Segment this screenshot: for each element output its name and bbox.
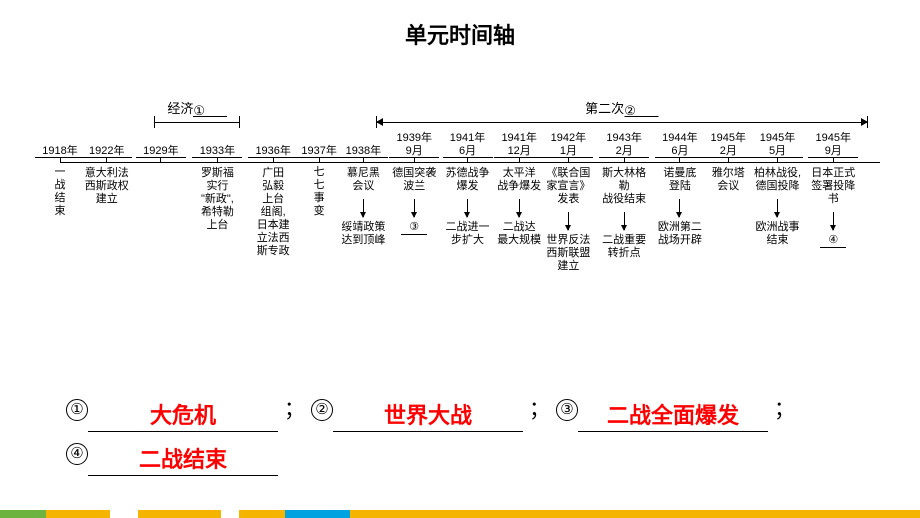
timeline-event: 《联合国家宣言》发表	[543, 167, 593, 206]
timeline-year: 1933年	[192, 132, 242, 158]
answer-separator: ；	[284, 398, 305, 421]
arrow-down-icon	[679, 199, 680, 217]
arrow-down-icon	[568, 212, 569, 230]
bracket-blank: ②	[624, 103, 658, 117]
timeline-column: 1929年	[136, 132, 186, 163]
timeline-year: 1939年9月	[389, 132, 439, 158]
arrow-down-icon	[519, 199, 520, 217]
timeline-event: 德国突袭波兰	[389, 167, 439, 193]
answer-blank: 二战全面爆发	[578, 404, 768, 432]
strip-segment	[285, 510, 349, 518]
answer-blank: 二战结束	[88, 448, 278, 476]
timeline-year: 1918年	[35, 132, 85, 158]
timeline-column: 1943年2月斯大林格勒战役结束二战重要转折点	[599, 132, 649, 260]
answer-number: ④	[66, 443, 88, 465]
answer-number: ①	[66, 399, 88, 421]
timeline-year: 1941年6月	[443, 132, 493, 158]
answer-blank: 世界大战	[333, 404, 523, 432]
answer-text: 二战结束	[139, 447, 227, 472]
timeline-column: 1918年一战结束	[35, 132, 85, 219]
timeline-column: 1933年罗斯福实行"新政",希特勒上台	[192, 132, 242, 232]
page-title: 单元时间轴	[0, 0, 920, 50]
timeline-year: 1938年	[338, 132, 388, 158]
arrow-down-icon	[363, 199, 364, 217]
timeline-event: 七七事变	[314, 166, 325, 218]
timeline-event: 意大利法西斯政权建立	[82, 167, 132, 206]
arrow-down-icon	[777, 199, 778, 217]
timeline-column: 1937年七七事变	[294, 132, 344, 219]
answers-block: ① 大危机 ； ② 世界大战 ； ③ 二战全面爆发 ； ④ 二战结束	[66, 388, 866, 476]
timeline: 经济 ① 第二次 ② 1918年一战结束1922年意大利法西斯政权建立1929年…	[60, 100, 880, 330]
bracket-label: 第二次 ②	[585, 98, 658, 117]
timeline-column: 1945年5月柏林战役,德国投降欧洲战事结束	[753, 132, 803, 247]
timeline-year: 1936年	[248, 132, 298, 158]
arrow-down-icon	[414, 199, 415, 217]
timeline-year: 1929年	[136, 132, 186, 158]
answer-blank: 大危机	[88, 404, 278, 432]
timeline-column: 1938年慕尼黑会议绥靖政策达到顶峰	[338, 132, 388, 247]
timeline-event: 诺曼底登陆	[655, 167, 705, 193]
timeline-sub-blank: ③	[389, 221, 439, 235]
timeline-column: 1939年9月德国突袭波兰 ③	[389, 132, 439, 235]
strip-segment	[138, 510, 221, 518]
strip-segment	[110, 510, 138, 518]
strip-segment	[221, 510, 239, 518]
strip-segment	[46, 510, 110, 518]
answer-text: 二战全面爆发	[607, 403, 739, 428]
arrow-down-icon	[833, 212, 834, 230]
timeline-column: 1942年1月《联合国家宣言》发表世界反法西斯联盟建立	[543, 132, 593, 273]
timeline-bracket: 第二次 ②	[376, 98, 868, 128]
timeline-event: 慕尼黑会议	[338, 167, 388, 193]
timeline-column: 1936年广田弘毅上台组阁,日本建立法西斯专政	[248, 132, 298, 258]
timeline-event: 太平洋战争爆发	[494, 167, 544, 193]
timeline-column: 1941年12月太平洋战争爆发二战达最大规模	[494, 132, 544, 247]
timeline-year: 1944年6月	[655, 132, 705, 158]
timeline-year: 1937年	[294, 132, 344, 158]
timeline-sub-event: 欧洲战事结束	[753, 221, 803, 247]
timeline-column: 1941年6月苏德战争爆发二战进一步扩大	[443, 132, 493, 247]
bottom-strip	[0, 510, 920, 518]
timeline-year: 1941年12月	[494, 132, 544, 158]
timeline-sub-event: 欧洲第二战场开辟	[655, 221, 705, 247]
answer-text: 大危机	[150, 403, 216, 428]
timeline-event: 日本正式签署投降书	[808, 167, 858, 206]
timeline-year: 1942年1月	[543, 132, 593, 158]
strip-segment	[239, 510, 285, 518]
timeline-event: 苏德战争爆发	[443, 167, 493, 193]
strip-segment	[350, 510, 920, 518]
timeline-year: 1945年2月	[703, 132, 753, 158]
timeline-year: 1943年2月	[599, 132, 649, 158]
timeline-event: 柏林战役,德国投降	[753, 167, 803, 193]
timeline-sub-blank: ④	[808, 234, 858, 248]
timeline-event: 罗斯福实行"新政",希特勒上台	[192, 167, 242, 232]
timeline-column: 1922年意大利法西斯政权建立	[82, 132, 132, 206]
timeline-event: 斯大林格勒战役结束	[599, 167, 649, 206]
bracket-blank: ①	[193, 103, 227, 117]
timeline-sub-event: 二战进一步扩大	[443, 221, 493, 247]
timeline-sub-event: 二战重要转折点	[599, 234, 649, 260]
strip-segment	[0, 510, 46, 518]
timeline-sub-event: 绥靖政策达到顶峰	[338, 221, 388, 247]
timeline-event: 广田弘毅上台组阁,日本建立法西斯专政	[248, 167, 298, 258]
timeline-sub-event: 二战达最大规模	[494, 221, 544, 247]
bracket-label: 经济 ①	[167, 98, 227, 117]
timeline-event: 雅尔塔会议	[703, 167, 753, 193]
answer-separator: ；	[774, 398, 795, 421]
timeline-sub-event: 世界反法西斯联盟建立	[543, 234, 593, 273]
timeline-bracket: 经济 ①	[154, 98, 240, 128]
timeline-year: 1922年	[82, 132, 132, 158]
timeline-column: 1945年2月雅尔塔会议	[703, 132, 753, 193]
answer-text: 世界大战	[384, 403, 472, 428]
timeline-year: 1945年5月	[753, 132, 803, 158]
timeline-column: 1944年6月诺曼底登陆欧洲第二战场开辟	[655, 132, 705, 247]
timeline-column: 1945年9月日本正式签署投降书 ④	[808, 132, 858, 248]
arrow-down-icon	[624, 212, 625, 230]
answer-separator: ；	[529, 398, 550, 421]
arrow-down-icon	[467, 199, 468, 217]
answer-number: ②	[311, 399, 333, 421]
timeline-year: 1945年9月	[808, 132, 858, 158]
timeline-event: 一战结束	[55, 166, 66, 218]
answer-number: ③	[556, 399, 578, 421]
